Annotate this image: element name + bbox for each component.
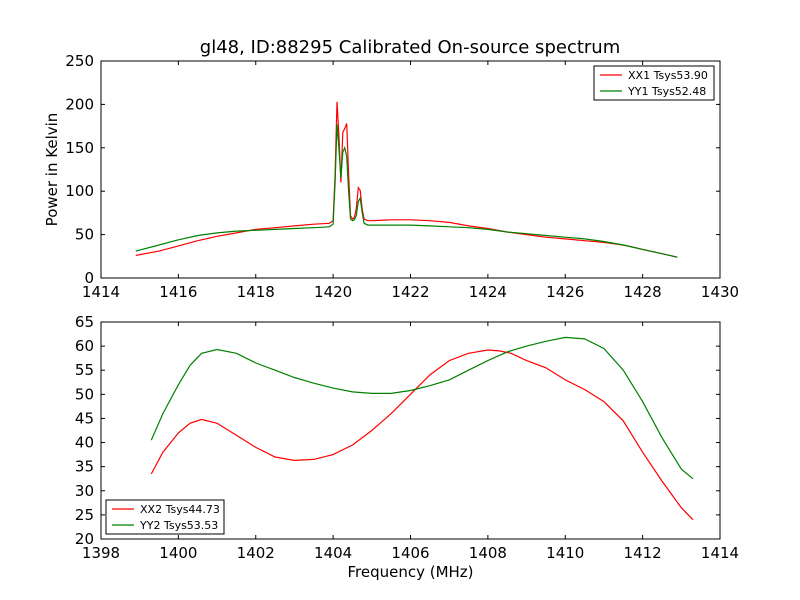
figure-title: gl48, ID:88295 Calibrated On-source spec… (200, 37, 620, 58)
y-tick-label: 35 (75, 458, 94, 476)
y-tick-label: 20 (75, 530, 94, 548)
y-tick-label: 65 (75, 313, 94, 331)
legend (593, 65, 715, 101)
y-tick-label: 150 (65, 139, 94, 157)
y-tick-label: 50 (75, 226, 94, 244)
y-tick-label: 45 (75, 409, 94, 427)
legend (105, 499, 225, 535)
legend-label: YY1 Tsys52.48 (627, 85, 706, 98)
x-tick-label: 1406 (391, 544, 429, 562)
x-axis-title: Frequency (MHz) (347, 563, 473, 581)
x-tick-label: 1424 (469, 283, 507, 301)
series-line-2 (150, 336, 694, 480)
y-tick-label: 60 (75, 337, 94, 355)
x-tick-label: 1410 (546, 544, 584, 562)
x-tick-label: 1430 (701, 283, 739, 301)
y-tick-label: 40 (75, 434, 94, 452)
bottom-panel: 1398 1400 1402 1404 1406 1408 1410 1412 1414 20 25… (75, 313, 739, 581)
x-tick-label: 1422 (391, 283, 429, 301)
y-tick-label: 50 (75, 385, 94, 403)
x-tick-label: 1418 (237, 283, 275, 301)
y-tick-label: 250 (65, 52, 94, 70)
x-tick-label: 1426 (546, 283, 584, 301)
y-tick-label: 0 (84, 269, 94, 287)
y-tick-label: 30 (75, 482, 94, 500)
legend-label: XX2 Tsys44.73 (140, 503, 220, 516)
x-tick-label: 1428 (624, 283, 662, 301)
top-panel: 1414 1416 1418 1420 1422 1424 1426 1428 1430 0 50 1… (43, 52, 739, 301)
x-tick-label: 1402 (237, 544, 275, 562)
x-tick-label: 1414 (701, 544, 739, 562)
x-tick-label: 1412 (624, 544, 662, 562)
x-tick-label: 1420 (314, 283, 352, 301)
series-line-1 (150, 349, 694, 521)
x-tick-label: 1398 (82, 544, 120, 562)
y-tick-label: 55 (75, 361, 94, 379)
series-line-2 (135, 124, 678, 258)
legend-label: XX1 Tsys53.90 (628, 69, 708, 82)
x-tick-label: 1414 (82, 283, 120, 301)
y-tick-label: 200 (65, 95, 94, 113)
y-tick-label: 25 (75, 506, 94, 524)
x-tick-label: 1408 (469, 544, 507, 562)
x-tick-label: 1400 (159, 544, 197, 562)
legend-label: YY2 Tsys53.53 (139, 519, 218, 532)
y-axis-title: Power in Kelvin (43, 113, 61, 227)
series-line-1 (135, 101, 678, 258)
x-tick-label: 1404 (314, 544, 352, 562)
x-tick-label: 1416 (159, 283, 197, 301)
y-tick-label: 100 (65, 182, 94, 200)
